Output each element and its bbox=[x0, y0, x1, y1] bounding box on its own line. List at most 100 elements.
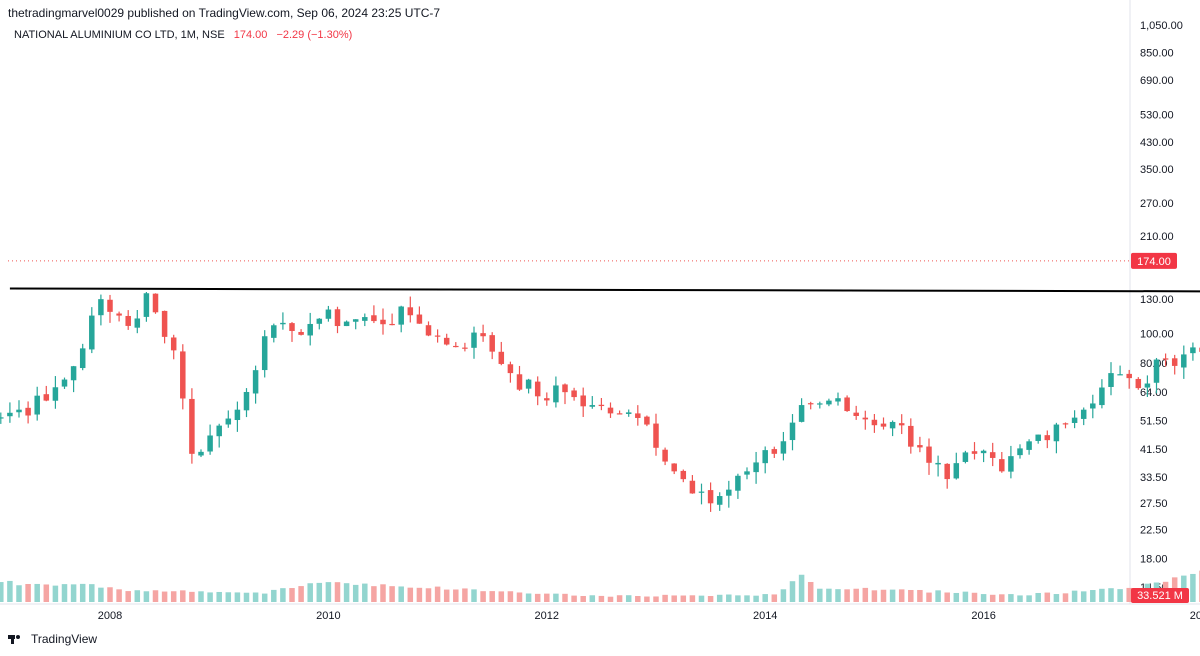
candle-body bbox=[34, 395, 40, 415]
volume-bar bbox=[871, 590, 878, 602]
candle-body bbox=[307, 323, 313, 336]
candle-body bbox=[980, 450, 987, 454]
candle-body bbox=[52, 387, 59, 401]
candle-body bbox=[598, 404, 605, 407]
volume-bar bbox=[1117, 589, 1123, 602]
volume-bar bbox=[917, 589, 923, 602]
volume-bar bbox=[61, 584, 68, 602]
candle-body bbox=[343, 321, 350, 327]
candle-body bbox=[1017, 448, 1023, 456]
candle-body bbox=[1053, 424, 1060, 442]
volume-bar bbox=[1099, 588, 1105, 602]
candle-body bbox=[234, 409, 241, 421]
candle-body bbox=[953, 463, 960, 479]
volume-bar bbox=[744, 595, 750, 602]
volume-bar bbox=[507, 591, 514, 602]
candle-body bbox=[944, 463, 950, 480]
volume-bar bbox=[453, 589, 459, 602]
volume-bar bbox=[999, 594, 1005, 602]
x-tick-label: 2012 bbox=[535, 610, 559, 622]
candle-body bbox=[316, 318, 323, 324]
y-tick-label: 430.00 bbox=[1140, 137, 1174, 149]
volume-bar bbox=[616, 595, 623, 602]
candle-body bbox=[753, 462, 759, 473]
candle-body bbox=[1162, 358, 1169, 360]
candle-body bbox=[325, 309, 332, 319]
candle-body bbox=[261, 336, 268, 371]
candle-body bbox=[243, 391, 250, 411]
y-tick-label: 350.00 bbox=[1140, 164, 1174, 176]
volume-tag bbox=[1131, 588, 1189, 603]
x-tick-label: 2016 bbox=[971, 610, 995, 622]
volume-bar bbox=[1044, 592, 1051, 602]
last-price-label: 174.00 bbox=[1137, 256, 1171, 268]
candle-body bbox=[1044, 435, 1051, 441]
x-tick-label: 2008 bbox=[98, 610, 122, 622]
candle-body bbox=[644, 416, 650, 425]
candle-body bbox=[480, 333, 486, 337]
candle-body bbox=[198, 451, 204, 456]
volume-bar bbox=[398, 586, 404, 602]
volume-bar bbox=[516, 592, 523, 602]
volume-bar bbox=[1190, 573, 1196, 602]
candle-body bbox=[607, 407, 614, 414]
candle-body bbox=[898, 423, 905, 426]
volume-bar bbox=[480, 591, 486, 602]
volume-bar bbox=[143, 591, 150, 602]
y-tick-label: 100.00 bbox=[1140, 329, 1174, 341]
y-tick-label: 270.00 bbox=[1140, 198, 1174, 210]
candle-body bbox=[935, 462, 941, 465]
candle-body bbox=[525, 379, 532, 389]
candle-body bbox=[926, 446, 932, 463]
volume-bar bbox=[944, 592, 950, 602]
volume-bar bbox=[325, 582, 332, 602]
volume-bar bbox=[7, 580, 13, 602]
candle-body bbox=[152, 293, 159, 313]
volume-bar bbox=[889, 589, 896, 602]
candle-body bbox=[380, 319, 386, 325]
volume-bar bbox=[1126, 587, 1132, 602]
candle-body bbox=[1090, 403, 1096, 409]
candle-body bbox=[544, 398, 550, 401]
volume-bar bbox=[1062, 593, 1069, 602]
candle-body bbox=[716, 496, 723, 505]
volume-bar bbox=[125, 591, 131, 602]
volume-bar bbox=[662, 594, 668, 602]
candle-body bbox=[580, 395, 586, 407]
candle-body bbox=[280, 322, 286, 325]
volume-bar bbox=[16, 585, 22, 602]
volume-bar bbox=[716, 594, 723, 602]
x-tick-label: 2014 bbox=[753, 610, 777, 622]
volume-bar bbox=[689, 595, 696, 602]
legend-price: 174.00 bbox=[233, 29, 268, 41]
candle-body bbox=[908, 425, 914, 447]
volume-bar bbox=[853, 588, 859, 602]
candle-body bbox=[334, 309, 341, 327]
candle-body bbox=[352, 319, 359, 322]
volume-bar bbox=[52, 585, 59, 602]
volume-bar bbox=[817, 588, 823, 602]
candle-body bbox=[807, 403, 814, 405]
volume-bar bbox=[898, 589, 905, 602]
candle-body bbox=[1171, 358, 1178, 366]
candle-body bbox=[61, 379, 68, 387]
volume-bar bbox=[234, 592, 241, 602]
volume-bar bbox=[1108, 588, 1114, 602]
volume-bar bbox=[43, 584, 50, 602]
candle-body bbox=[1080, 409, 1087, 419]
candle-body bbox=[762, 450, 768, 464]
volume-bar bbox=[434, 586, 441, 602]
volume-bar bbox=[880, 589, 887, 602]
footer-brand: TradingView bbox=[31, 632, 98, 646]
candle-body bbox=[1008, 456, 1014, 472]
volume-bar bbox=[1071, 590, 1078, 602]
candle-body bbox=[116, 313, 122, 316]
candle-body bbox=[407, 307, 414, 316]
volume-bar bbox=[307, 583, 313, 602]
candle-body bbox=[562, 384, 568, 393]
legend-change: −2.29 (−1.30%) bbox=[276, 29, 353, 41]
candle-body bbox=[298, 331, 304, 335]
candle-body bbox=[989, 452, 996, 458]
horizontal-trendline bbox=[9, 287, 1200, 293]
